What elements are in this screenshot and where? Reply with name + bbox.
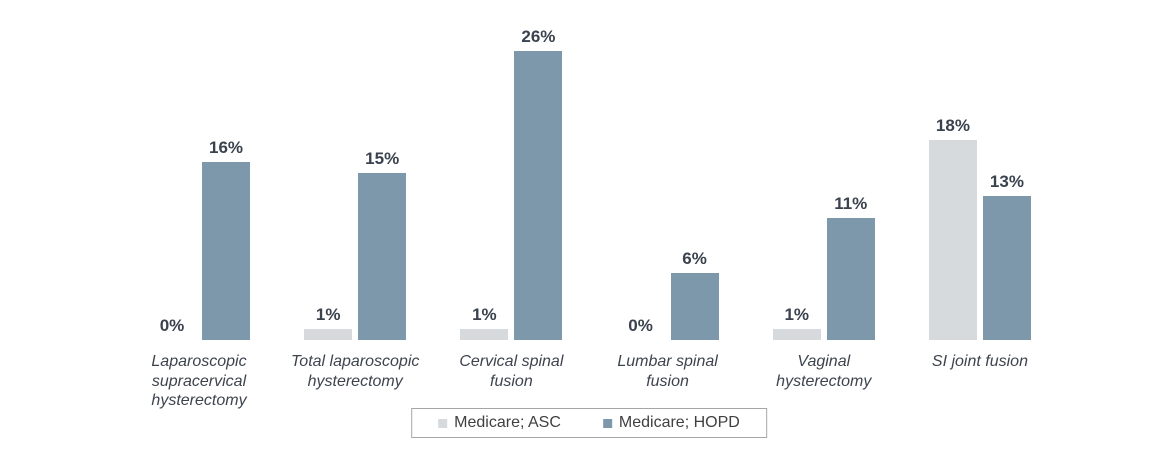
value-label: 0% bbox=[628, 316, 653, 336]
category-group: 1% 26% Cervical spinal fusion bbox=[436, 0, 586, 390]
bar-medicare-asc bbox=[460, 329, 509, 340]
bar-slot: 1% bbox=[460, 305, 509, 340]
value-label: 11% bbox=[834, 194, 868, 214]
category-label: Total laparoscopic hysterectomy bbox=[291, 353, 420, 390]
value-label: 1% bbox=[472, 305, 497, 325]
value-label: 26% bbox=[521, 27, 556, 47]
bar-slot: 15% bbox=[358, 149, 407, 340]
legend-swatch-icon bbox=[602, 418, 612, 428]
bar-pair: 18% 13% bbox=[928, 116, 1031, 340]
plot-area: 0% 16% Laparoscopic supracervical hysterec… bbox=[124, 0, 1055, 409]
value-label: 1% bbox=[784, 305, 810, 325]
category-label: Cervical spinal fusion bbox=[459, 353, 564, 390]
legend: Medicare; ASC Medicare; HOPD bbox=[411, 408, 767, 438]
bar-medicare-asc bbox=[928, 140, 977, 340]
category-group: 0% 16% Laparoscopic supracervical hysterec… bbox=[124, 0, 274, 409]
bar-slot: 26% bbox=[514, 27, 563, 340]
bar-medicare-hopd bbox=[202, 162, 250, 340]
category-group: 1% 11% Vaginal hysterectomy bbox=[749, 0, 899, 390]
bar-medicare-asc bbox=[772, 329, 821, 340]
bar-pair: 1% 11% bbox=[772, 194, 875, 340]
category-label: Vaginal hysterectomy bbox=[776, 353, 872, 390]
category-group: 0% 6% Lumbar spinal fusion bbox=[593, 0, 743, 390]
value-label: 0% bbox=[159, 316, 185, 336]
bar-medicare-hopd bbox=[670, 273, 719, 340]
bar-medicare-hopd bbox=[358, 173, 407, 340]
category-label: SI joint fusion bbox=[931, 353, 1028, 370]
bar-slot: 0% bbox=[148, 317, 196, 340]
category-label: Lumbar spinal fusion bbox=[617, 353, 718, 390]
bar-slot: 18% bbox=[928, 116, 977, 340]
bar-slot: 11% bbox=[826, 194, 875, 340]
bar-medicare-hopd bbox=[982, 196, 1031, 340]
legend-item-medicare-asc: Medicare; ASC bbox=[438, 414, 561, 432]
bar-slot: 1% bbox=[772, 305, 821, 340]
bar-slot: 1% bbox=[304, 305, 353, 340]
bar-slot: 6% bbox=[670, 249, 719, 340]
category-label: Laparoscopic supracervical hysterectomy bbox=[151, 353, 247, 410]
legend-label: Medicare; ASC bbox=[454, 414, 561, 431]
bar-pair: 1% 26% bbox=[460, 27, 563, 340]
legend-item-medicare-hopd: Medicare; HOPD bbox=[602, 414, 740, 432]
value-label: 18% bbox=[935, 116, 970, 136]
legend-swatch-icon bbox=[438, 418, 448, 428]
bar-slot: 0% bbox=[617, 317, 665, 340]
bar-slot: 13% bbox=[982, 172, 1031, 340]
value-label: 13% bbox=[989, 172, 1024, 192]
category-group: 18% 13% SI joint fusion bbox=[905, 0, 1055, 370]
value-label: 16% bbox=[208, 138, 244, 158]
value-label: 6% bbox=[682, 249, 707, 269]
legend-label: Medicare; HOPD bbox=[618, 414, 740, 431]
category-group: 1% 15% Total laparoscopic hysterectomy bbox=[280, 0, 430, 390]
bar-medicare-hopd bbox=[514, 51, 563, 340]
bar-medicare-hopd bbox=[826, 218, 875, 340]
value-label: 15% bbox=[365, 149, 400, 169]
bar-pair: 1% 15% bbox=[304, 149, 407, 340]
bar-medicare-asc bbox=[304, 329, 353, 340]
bar-pair: 0% 6% bbox=[617, 250, 719, 340]
value-label: 1% bbox=[315, 305, 341, 325]
bar-slot: 16% bbox=[202, 139, 250, 340]
bar-pair: 0% 16% bbox=[148, 139, 250, 340]
